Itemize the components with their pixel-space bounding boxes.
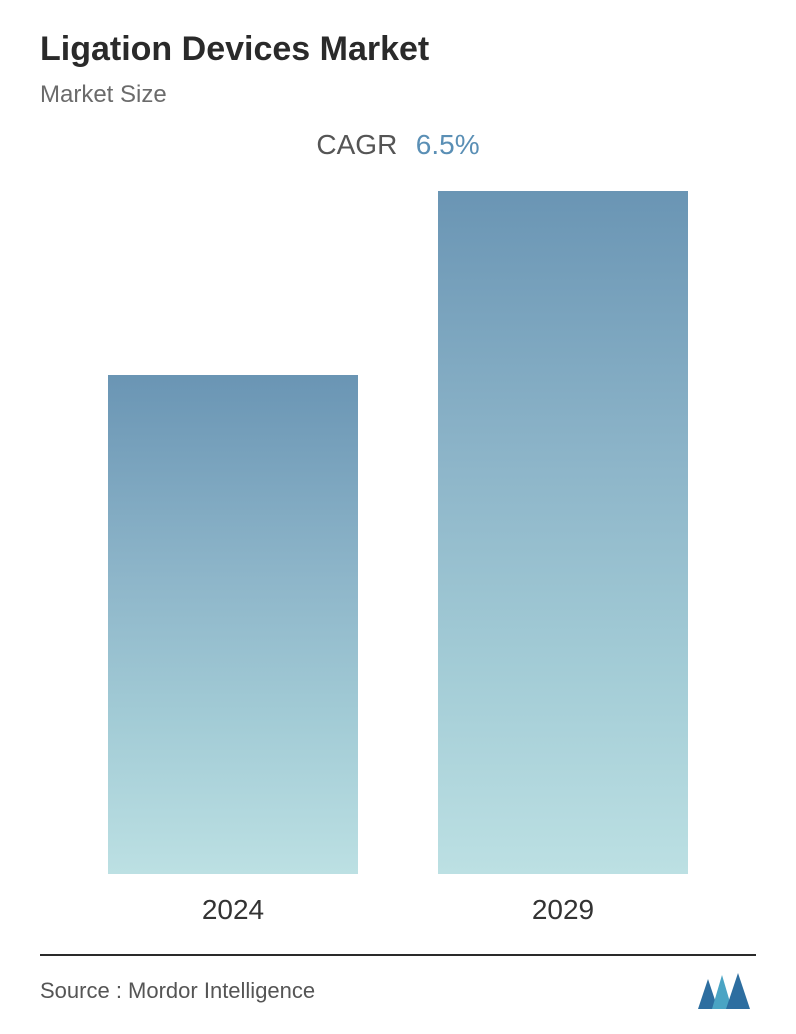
bar-2024 xyxy=(108,375,358,874)
chart-subtitle: Market Size xyxy=(40,81,756,109)
source-label: Source : Mordor Intelligence xyxy=(40,978,315,1004)
cagr-value: 6.5% xyxy=(416,129,480,160)
x-label-2029: 2029 xyxy=(438,894,688,926)
chart-footer: Source : Mordor Intelligence xyxy=(40,954,756,1014)
chart-container: Ligation Devices Market Market Size CAGR… xyxy=(0,0,796,1034)
cagr-label: CAGR xyxy=(316,129,397,160)
chart-title: Ligation Devices Market xyxy=(40,30,756,69)
x-label-2024: 2024 xyxy=(108,894,358,926)
cagr-row: CAGR 6.5% xyxy=(40,129,756,161)
chart-area: 2024 2029 xyxy=(40,181,756,944)
bars-wrapper xyxy=(40,191,756,874)
bar-2029 xyxy=(438,191,688,874)
mordor-logo-icon xyxy=(696,971,756,1011)
x-axis-labels: 2024 2029 xyxy=(40,894,756,926)
